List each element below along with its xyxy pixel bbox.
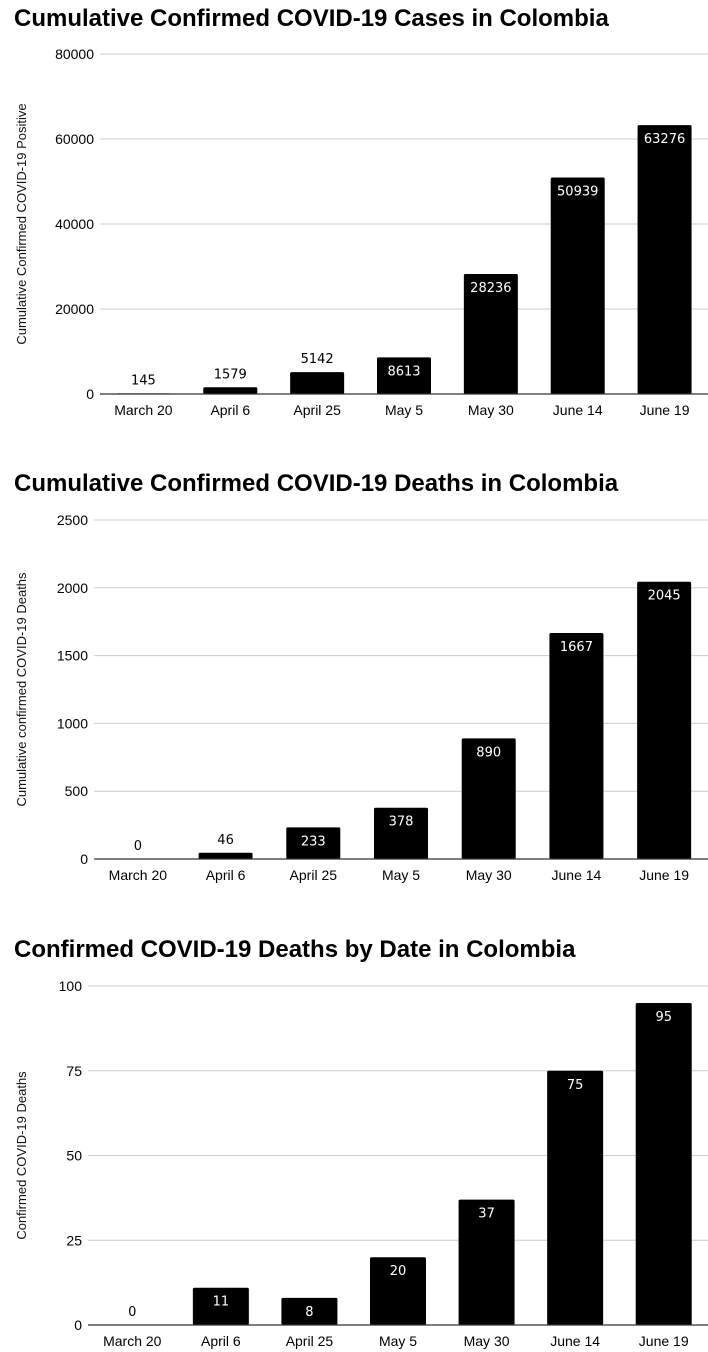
y-tick-label: 80000 (55, 46, 94, 62)
data-label: 28236 (470, 281, 511, 296)
bar (286, 827, 341, 859)
y-tick-label: 500 (65, 783, 89, 799)
data-label: 50939 (557, 185, 598, 200)
data-label: 0 (128, 1305, 136, 1320)
x-tick-label: April 6 (206, 867, 246, 883)
x-tick-label: March 20 (103, 1333, 162, 1349)
x-tick-label: March 20 (114, 402, 173, 418)
y-tick-label: 100 (59, 978, 83, 994)
y-tick-label: 75 (66, 1063, 82, 1079)
chart-cumulative-cases: Cumulative Confirmed COVID-19 Cases in C… (14, 5, 708, 418)
x-tick-label: April 25 (286, 1333, 334, 1349)
bar (547, 1070, 604, 1325)
data-label: 20 (390, 1264, 407, 1279)
x-tick-label: May 5 (385, 402, 423, 418)
x-tick-label: May 5 (379, 1333, 417, 1349)
bar (550, 177, 605, 394)
y-tick-label: 1000 (57, 715, 88, 731)
bar (463, 273, 518, 394)
data-label: 75 (567, 1078, 584, 1093)
bar (458, 1199, 515, 1325)
y-tick-label: 40000 (55, 216, 94, 232)
x-tick-label: April 25 (293, 402, 341, 418)
x-tick-label: June 19 (640, 402, 690, 418)
y-tick-label: 50 (66, 1148, 82, 1164)
x-tick-label: June 14 (553, 402, 603, 418)
y-tick-label: 1500 (57, 648, 88, 664)
x-tick-label: May 30 (466, 867, 512, 883)
x-tick-label: June 19 (639, 867, 689, 883)
data-label: 8613 (387, 364, 420, 379)
y-axis-label: Cumulative Confirmed COVID-19 Positive (14, 103, 29, 344)
data-label: 37 (478, 1207, 495, 1222)
x-tick-label: May 30 (464, 1333, 510, 1349)
y-tick-label: 2500 (57, 512, 88, 528)
bar (281, 1297, 338, 1325)
data-label: 8 (305, 1305, 313, 1320)
data-label: 1579 (214, 367, 247, 382)
y-tick-label: 20000 (55, 301, 94, 317)
y-tick-label: 25 (66, 1232, 82, 1248)
bar (637, 581, 692, 859)
bar (203, 387, 258, 394)
y-tick-label: 0 (74, 1317, 82, 1333)
data-label: 233 (301, 834, 326, 849)
bar (374, 807, 428, 859)
y-tick-label: 0 (80, 851, 88, 867)
y-tick-label: 60000 (55, 131, 94, 147)
y-tick-label: 2000 (57, 580, 88, 596)
data-label: 145 (131, 373, 156, 388)
chart-title: Cumulative Confirmed COVID-19 Deaths in … (14, 470, 619, 497)
data-label: 11 (213, 1295, 230, 1310)
x-tick-label: March 20 (109, 867, 168, 883)
bar (192, 1287, 249, 1325)
x-tick-label: May 30 (468, 402, 514, 418)
data-label: 95 (655, 1010, 672, 1025)
bar (198, 852, 253, 859)
chart-title: Confirmed COVID-19 Deaths by Date in Col… (14, 936, 576, 963)
x-tick-label: June 14 (550, 1333, 600, 1349)
bar (549, 632, 604, 859)
bar (635, 1002, 692, 1325)
data-label: 378 (389, 815, 414, 830)
data-label: 5142 (301, 352, 334, 367)
x-tick-label: April 6 (201, 1333, 241, 1349)
bar (370, 1257, 426, 1325)
data-label: 2045 (648, 589, 681, 604)
bar (637, 125, 692, 395)
x-tick-label: June 19 (639, 1333, 689, 1349)
y-axis-label: Cumulative confirmed COVID-19 Deaths (14, 572, 29, 807)
data-label: 890 (476, 745, 501, 760)
bar (377, 357, 431, 394)
x-tick-label: April 25 (290, 867, 338, 883)
data-label: 1667 (560, 640, 593, 655)
y-tick-label: 0 (86, 386, 94, 402)
data-label: 46 (217, 833, 234, 848)
data-label: 63276 (644, 132, 685, 147)
chart-cumulative-deaths: Cumulative Confirmed COVID-19 Deaths in … (14, 470, 708, 883)
x-tick-label: May 5 (382, 867, 420, 883)
x-tick-label: April 6 (210, 402, 250, 418)
data-label: 0 (134, 839, 142, 854)
x-tick-label: June 14 (552, 867, 602, 883)
chart-title: Cumulative Confirmed COVID-19 Cases in C… (14, 5, 609, 32)
bar (461, 738, 516, 859)
bar (290, 372, 345, 394)
chart-deaths-by-date: Confirmed COVID-19 Deaths by Date in Col… (14, 936, 708, 1349)
y-axis-label: Confirmed COVID-19 Deaths (14, 1071, 29, 1240)
